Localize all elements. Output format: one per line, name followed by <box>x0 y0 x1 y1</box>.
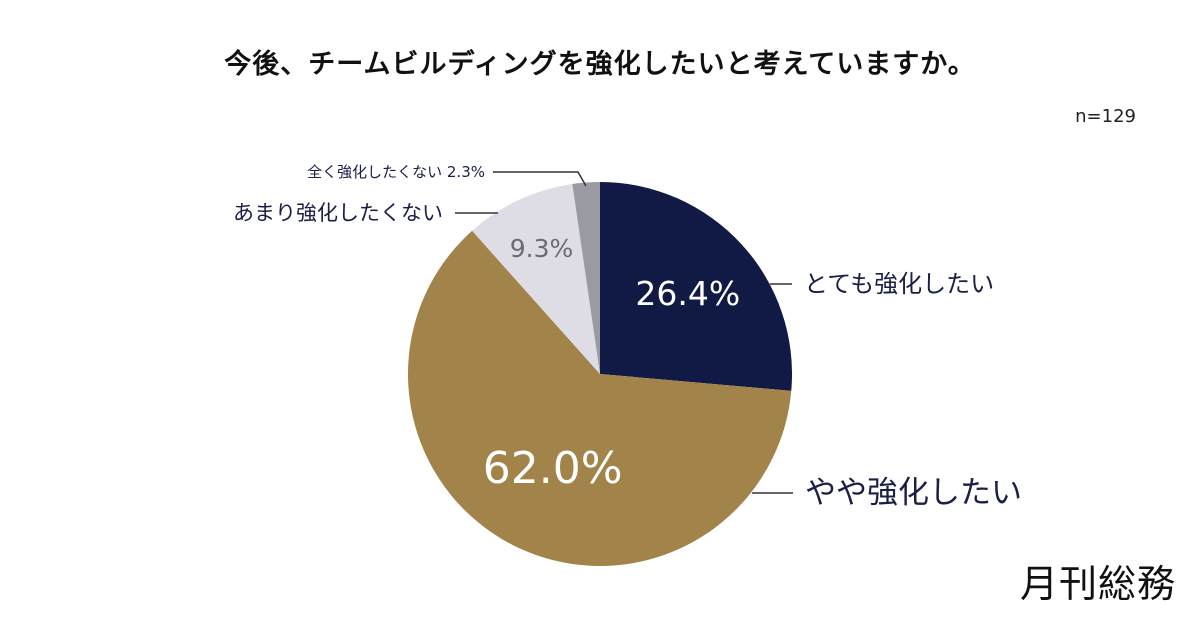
sample-size: n=129 <box>1075 106 1136 127</box>
pie-slice-3 <box>472 184 600 374</box>
slice-percent-label: 26.4% <box>635 274 740 313</box>
pie-slice-1 <box>600 182 792 391</box>
slice-category-label: 全く強化したくない 2.3% <box>307 163 485 181</box>
pie-slice-2 <box>408 230 792 566</box>
chart-title: 今後、チームビルディングを強化したいと考えていますか。 <box>224 49 976 80</box>
slice-percent-label: 9.3% <box>510 234 574 263</box>
slice-category-label: あまり強化したくない <box>233 201 443 225</box>
brand-logo: 月刊総務 <box>1019 562 1176 606</box>
pie-slice-4 <box>572 182 600 374</box>
leader-line <box>493 171 587 187</box>
slice-category-label: やや強化したい <box>805 475 1022 511</box>
slice-category-label: とても強化したい <box>804 270 994 298</box>
slice-percent-label: 62.0% <box>483 443 623 494</box>
